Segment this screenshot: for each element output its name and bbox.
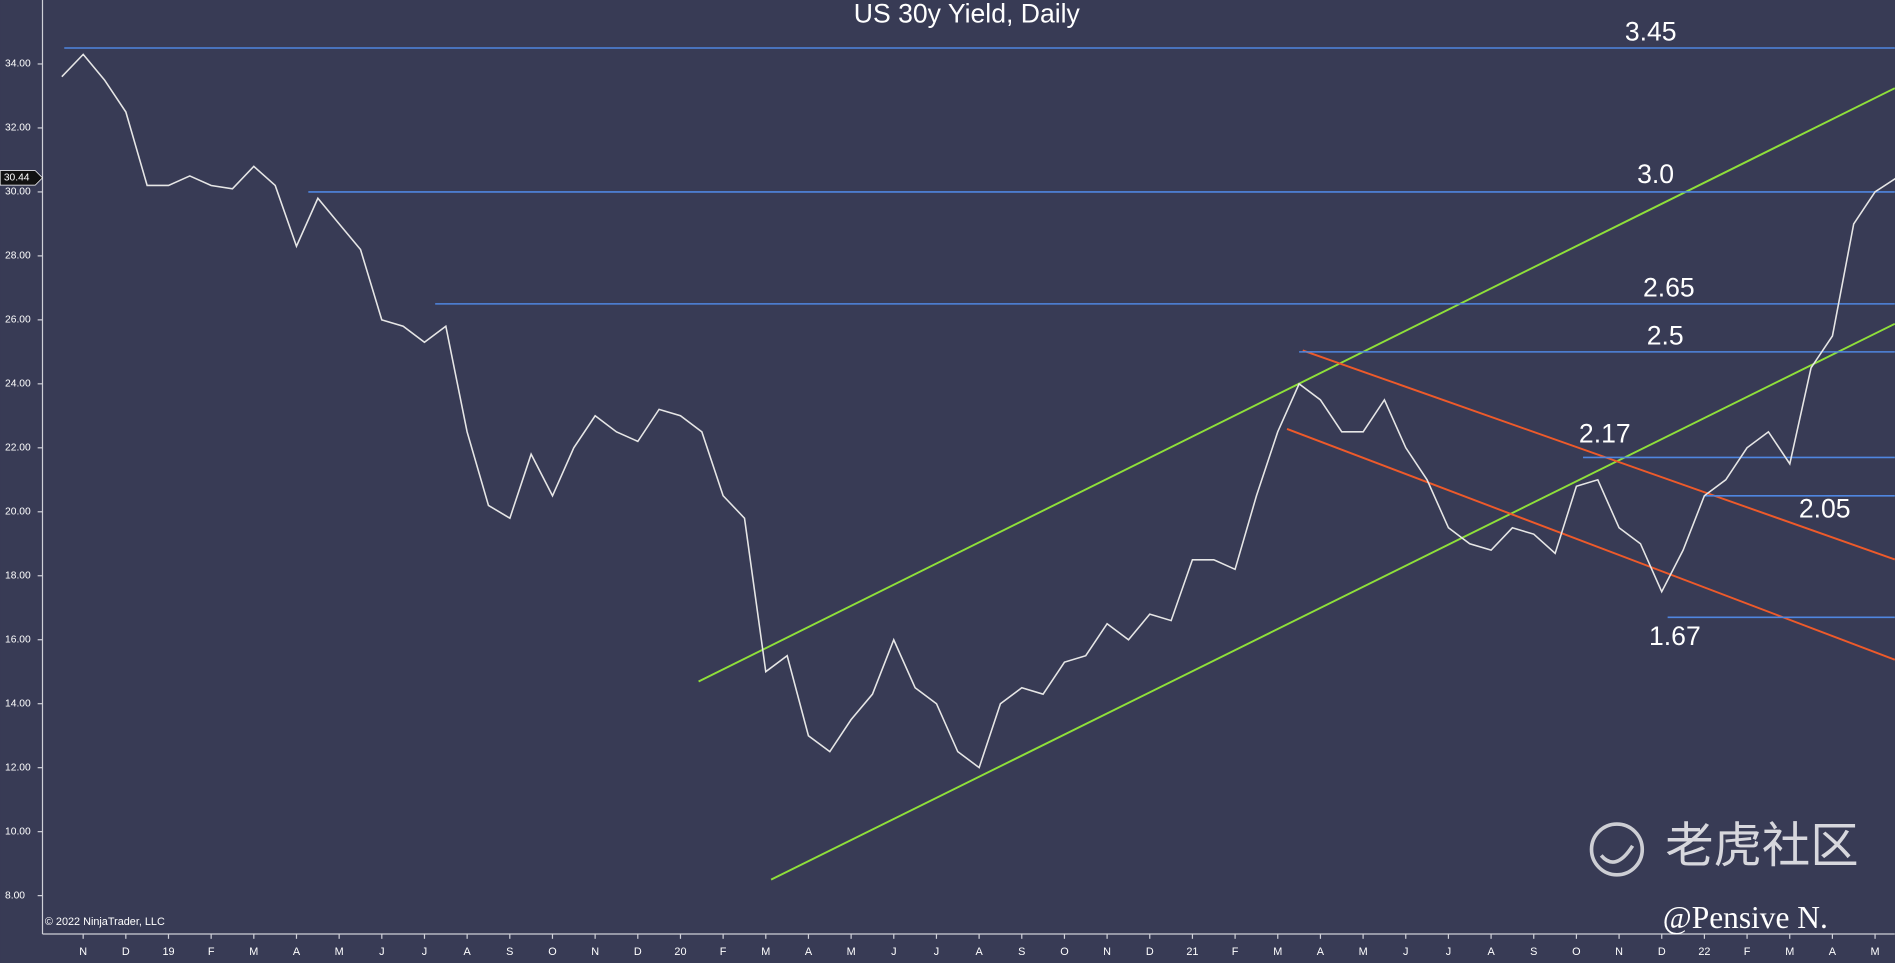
x-tick-label: N — [1615, 946, 1623, 958]
x-tick-label: J — [379, 946, 384, 958]
level-label: 2.05 — [1799, 493, 1851, 523]
watermark: 老虎社区 — [1665, 819, 1858, 873]
x-tick-label: J — [891, 946, 896, 958]
x-tick-label: N — [79, 946, 87, 958]
level-label: 2.5 — [1647, 320, 1684, 350]
y-tick-label: 20.00 — [5, 507, 31, 518]
x-tick-label: 22 — [1698, 946, 1710, 958]
x-tick-label: F — [720, 946, 727, 958]
x-tick-label: F — [1232, 946, 1239, 958]
x-tick-label: O — [1060, 946, 1068, 958]
copyright: © 2022 NinjaTrader, LLC — [45, 916, 165, 928]
x-tick-label: O — [548, 946, 556, 958]
y-tick-label: 8.00 — [5, 890, 25, 901]
x-tick-label: F — [208, 946, 215, 958]
x-tick-label: M — [1273, 946, 1282, 958]
x-tick-label: M — [1359, 946, 1368, 958]
x-tick-label: A — [1317, 946, 1325, 958]
x-tick-label: D — [1146, 946, 1154, 958]
x-tick-label: J — [1446, 946, 1451, 958]
x-tick-label: J — [1403, 946, 1408, 958]
x-tick-label: M — [249, 946, 258, 958]
x-tick-label: D — [122, 946, 130, 958]
x-tick-label: A — [1829, 946, 1837, 958]
x-tick-label: A — [1487, 946, 1495, 958]
y-tick-label: 18.00 — [5, 570, 31, 581]
x-tick-label: J — [422, 946, 427, 958]
y-tick-label: 24.00 — [5, 379, 31, 390]
level-label: 3.45 — [1625, 16, 1677, 46]
x-tick-label: S — [1530, 946, 1537, 958]
x-tick-label: M — [1871, 946, 1880, 958]
channel-line — [1286, 428, 1895, 661]
y-tick-label: 22.00 — [5, 443, 31, 454]
level-label: 2.65 — [1643, 272, 1695, 302]
y-tick-label: 32.00 — [5, 123, 31, 134]
x-tick-label: M — [335, 946, 344, 958]
x-tick-label: O — [1572, 946, 1580, 958]
x-tick-label: D — [634, 946, 642, 958]
y-tick-label: 28.00 — [5, 251, 31, 262]
y-tick-label: 30.00 — [5, 187, 31, 198]
channel-line — [1302, 349, 1895, 561]
y-tick-label: 12.00 — [5, 762, 31, 773]
x-tick-label: M — [847, 946, 856, 958]
icon-stroke — [1599, 844, 1635, 864]
x-tick-label: F — [1744, 946, 1751, 958]
level-label: 2.17 — [1579, 419, 1631, 449]
watermark-icon — [1589, 822, 1645, 877]
x-tick-label: A — [464, 946, 472, 958]
y-tick-label: 26.00 — [5, 315, 31, 326]
x-tick-label: 20 — [674, 946, 686, 958]
x-tick-label: A — [293, 946, 301, 958]
x-tick-label: A — [975, 946, 983, 958]
x-tick-label: S — [1018, 946, 1025, 958]
x-tick-label: N — [1103, 946, 1111, 958]
chart-title: US 30y Yield, Daily — [854, 0, 1081, 29]
last-value-label: 30.44 — [4, 173, 30, 184]
x-tick-label: D — [1658, 946, 1666, 958]
x-tick-label: N — [591, 946, 599, 958]
last-value-tag — [0, 170, 44, 186]
icon-ring — [1589, 822, 1645, 877]
x-tick-label: 19 — [162, 946, 174, 958]
x-tick-label: M — [1785, 946, 1794, 958]
author: @Pensive N. — [1663, 900, 1828, 935]
x-tick-label: A — [805, 946, 813, 958]
channel-line — [698, 87, 1895, 683]
x-tick-label: M — [761, 946, 770, 958]
channel-line — [770, 322, 1895, 881]
y-tick-label: 34.00 — [5, 59, 31, 70]
trend-lines — [698, 87, 1895, 881]
y-tick-label: 16.00 — [5, 634, 31, 645]
x-tick-label: S — [506, 946, 513, 958]
x-tick-label: 21 — [1186, 946, 1198, 958]
y-tick-label: 14.00 — [5, 698, 31, 709]
price-line — [61, 53, 1895, 769]
level-label: 3.0 — [1637, 159, 1674, 189]
y-tick-label: 10.00 — [5, 826, 31, 837]
x-tick-label: J — [934, 946, 939, 958]
level-label: 1.67 — [1649, 621, 1701, 651]
